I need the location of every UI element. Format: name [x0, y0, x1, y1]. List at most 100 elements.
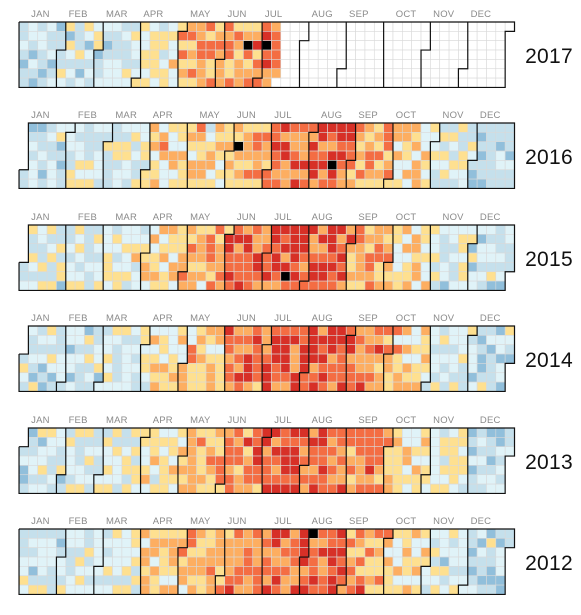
- day-cell: [243, 31, 254, 41]
- day-cell: [252, 344, 263, 355]
- day-cell: [448, 169, 459, 180]
- day-cell: [402, 40, 412, 51]
- day-cell: [355, 437, 366, 447]
- day-cell: [187, 474, 197, 485]
- day-cell: [355, 150, 366, 161]
- day-cell: [177, 538, 188, 548]
- day-cell: [215, 178, 226, 189]
- month-label-jul: JUL: [274, 415, 291, 426]
- day-cell: [486, 381, 497, 392]
- day-cell: [65, 528, 76, 539]
- day-cell: [373, 547, 384, 558]
- day-cell: [336, 353, 347, 364]
- day-cell: [37, 344, 48, 355]
- day-cell: [280, 49, 291, 60]
- day-cell: [373, 262, 384, 273]
- day-cell: [336, 556, 347, 567]
- day-cell: [168, 234, 179, 244]
- day-cell: [355, 169, 366, 180]
- day-cell: [308, 243, 319, 254]
- day-cell: [336, 455, 347, 466]
- day-cell: [158, 437, 169, 447]
- day-cell: [243, 271, 254, 282]
- day-cell: [84, 363, 95, 374]
- day-cell: [430, 547, 441, 558]
- day-cell: [336, 141, 347, 152]
- day-cell: [420, 427, 431, 438]
- day-cell: [37, 169, 48, 180]
- day-cell: [93, 538, 104, 548]
- day-cell: [476, 474, 487, 485]
- day-cell: [299, 566, 310, 577]
- day-cell: [233, 262, 244, 273]
- day-cell: [46, 575, 57, 586]
- day-cell: [439, 59, 450, 70]
- day-cell: [112, 363, 123, 374]
- day-cell: [458, 21, 469, 32]
- day-cell: [392, 252, 403, 263]
- day-cell: [402, 262, 412, 273]
- day-cell: [495, 465, 506, 476]
- day-cell: [187, 252, 197, 263]
- day-cell: [46, 538, 57, 548]
- day-cell: [168, 584, 179, 595]
- day-cell: [364, 381, 375, 392]
- day-cell: [37, 262, 48, 273]
- day-cell: [74, 427, 85, 438]
- day-cell: [289, 243, 300, 254]
- day-cell: [65, 141, 76, 152]
- day-cell: [392, 363, 403, 374]
- day-cell: [65, 483, 76, 494]
- day-cell: [308, 271, 319, 282]
- day-cell: [37, 538, 48, 548]
- day-cell: [205, 234, 216, 244]
- month-boundary-line: [55, 325, 67, 392]
- day-cell: [56, 132, 67, 142]
- day-cell: [224, 335, 235, 345]
- day-cell: [383, 372, 394, 383]
- month-boundary-line: [261, 224, 273, 291]
- day-cell: [74, 547, 85, 558]
- day-cell: [373, 483, 384, 494]
- day-cell: [121, 381, 132, 392]
- day-cell: [168, 325, 179, 336]
- day-cell: [495, 483, 506, 494]
- day-cell: [271, 455, 282, 466]
- day-cell: [430, 122, 441, 133]
- day-cell: [355, 271, 366, 282]
- day-cell: [420, 575, 431, 586]
- day-cell: [102, 363, 113, 374]
- day-cell: [430, 446, 441, 457]
- day-cell: [364, 280, 375, 291]
- day-cell: [177, 455, 188, 466]
- day-cell: [65, 160, 76, 171]
- day-cell: [289, 566, 300, 577]
- day-cell: [196, 169, 207, 180]
- day-cell: [504, 141, 515, 152]
- day-cell: [243, 325, 254, 336]
- day-cell: [233, 68, 244, 79]
- day-cell: [168, 483, 179, 494]
- day-cell: [168, 437, 179, 447]
- day-cell: [430, 381, 441, 392]
- day-cell: [233, 49, 244, 60]
- day-cell: [383, 31, 394, 41]
- day-cell: [411, 77, 422, 88]
- month-boundary-line: [177, 224, 188, 291]
- day-cell: [495, 335, 506, 345]
- day-cell: [84, 224, 95, 235]
- day-cell: [56, 344, 67, 355]
- day-cell: [458, 381, 469, 392]
- day-cell: [327, 353, 338, 364]
- day-cell: [149, 363, 160, 374]
- day-cell: [243, 575, 254, 586]
- day-cell: [93, 465, 104, 476]
- day-cell: [261, 280, 272, 291]
- day-cell: [345, 178, 356, 189]
- day-cell: [102, 262, 113, 273]
- day-cell: [65, 353, 76, 364]
- day-cell: [233, 363, 244, 374]
- day-cell: [402, 446, 412, 457]
- day-cell: [467, 224, 478, 235]
- day-cell: [187, 234, 197, 244]
